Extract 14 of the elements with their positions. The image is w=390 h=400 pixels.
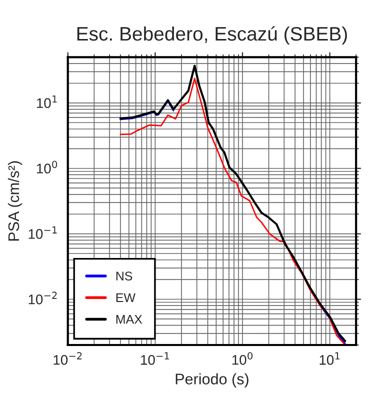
legend-label: MAX (116, 315, 142, 324)
y-axis-title: PSA (cm/s²) (8, 161, 22, 241)
y-tick-label: 10$^{0}$ (36, 160, 58, 174)
x-tick-label: 10$^{−1}$ (141, 352, 169, 365)
y-tick-label: 10$^{1}$ (36, 95, 57, 108)
y-tick-label: 10$^{−1}$ (28, 226, 57, 239)
chart-title: Esc. Bebedero, Escazú (SBEB) (77, 26, 347, 45)
legend-label: NS (116, 272, 132, 280)
x-tick-label: 10$^{1}$ (320, 352, 340, 365)
x-tick-label: 10$^{0}$ (232, 352, 252, 365)
y-tick-label: 10$^{−2}$ (28, 292, 57, 304)
x-tick-label: 10$^{−2}$ (54, 352, 82, 365)
x-axis-title: Periodo (s) (176, 373, 248, 388)
legend-label: EW (116, 293, 136, 302)
